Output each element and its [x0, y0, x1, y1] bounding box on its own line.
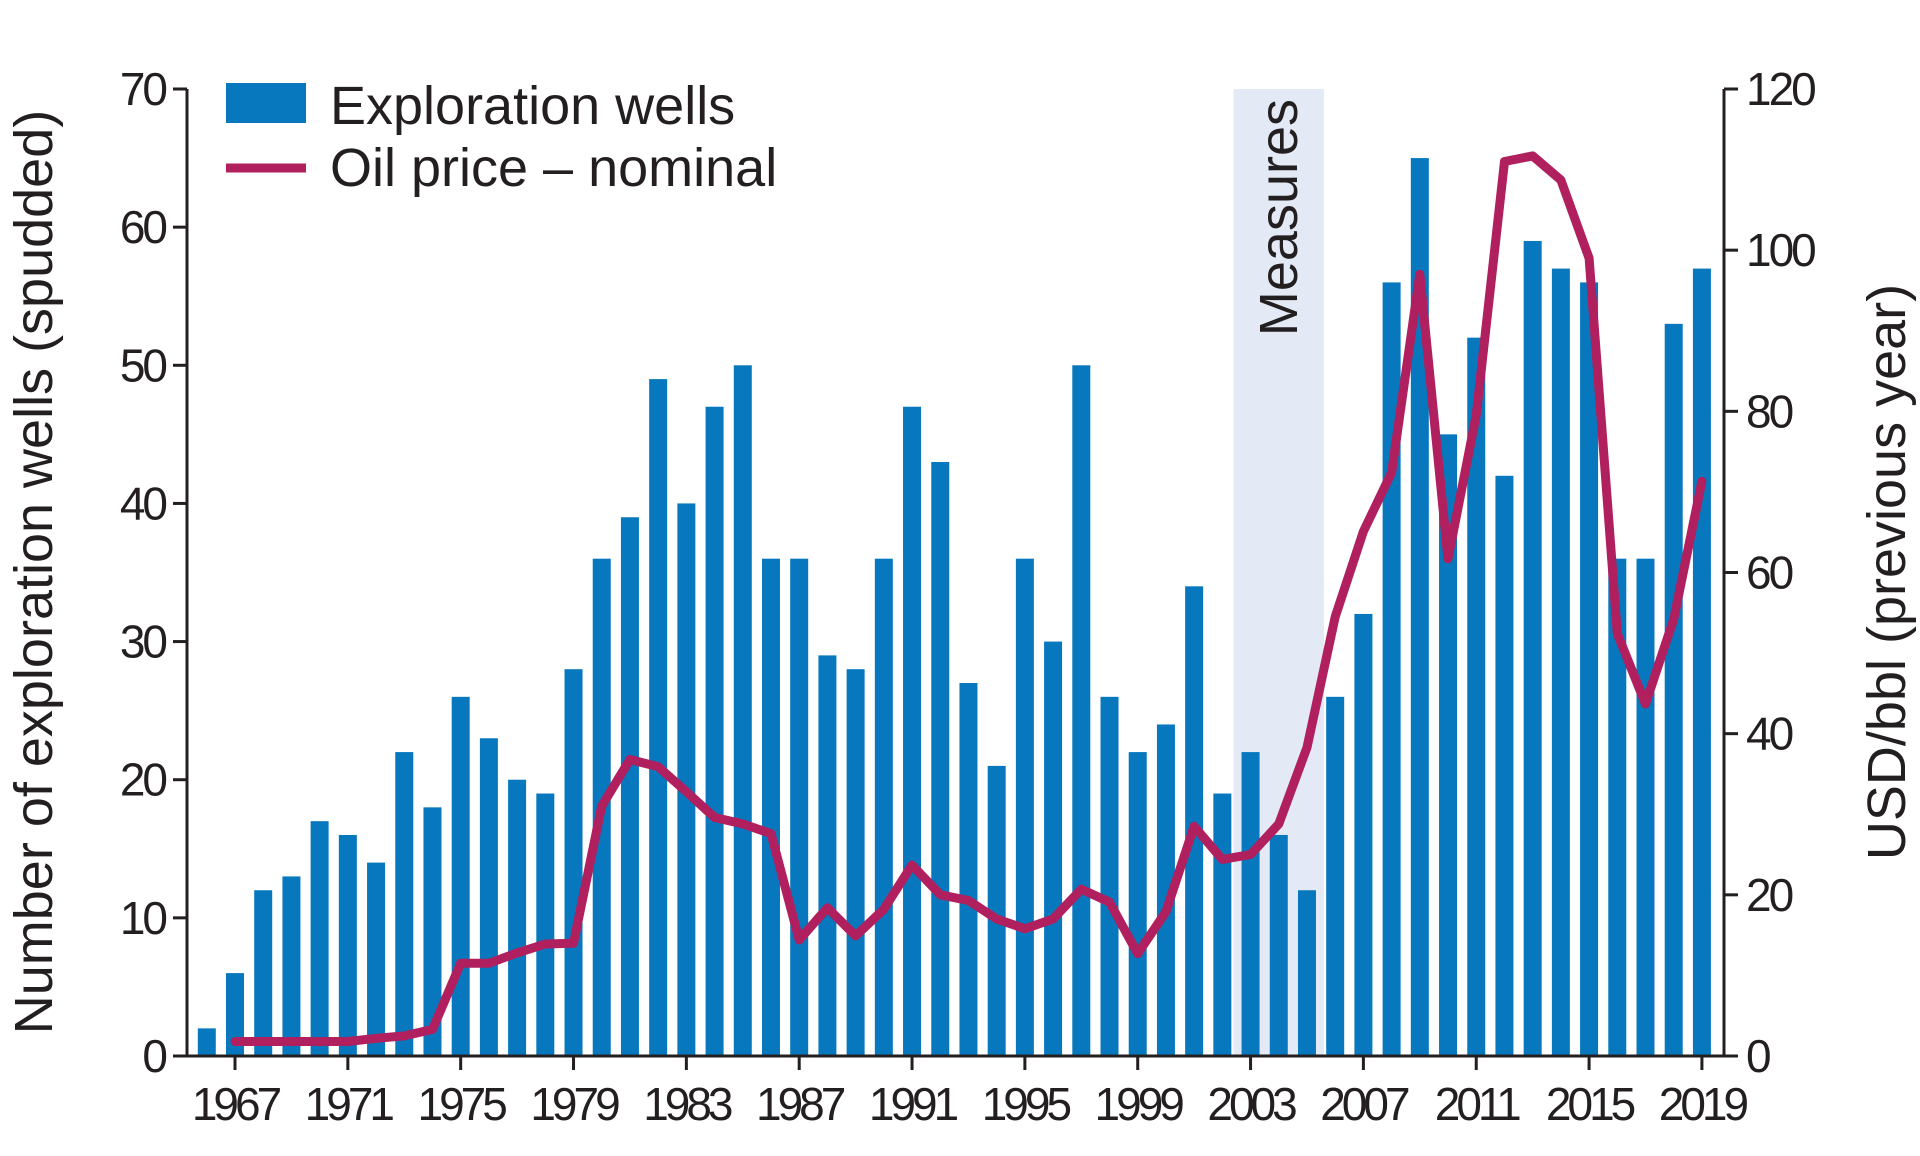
bar-2012	[1495, 475, 1514, 1056]
bar-1976	[479, 738, 498, 1056]
bar-1978	[536, 793, 555, 1056]
bar-1970	[310, 821, 329, 1056]
bar-1971	[338, 834, 357, 1056]
bar-1987	[790, 558, 809, 1056]
legend-label-bar: Exploration wells	[330, 76, 735, 136]
bar-2017	[1636, 558, 1655, 1056]
bar-1991	[903, 406, 922, 1056]
y-tick-label: 40	[120, 477, 167, 529]
y2-tick-label: 20	[1746, 869, 1793, 921]
bar-1979	[564, 669, 583, 1056]
bar-2001	[1185, 586, 1204, 1056]
bar-1972	[367, 862, 386, 1056]
bar-2010	[1439, 434, 1458, 1056]
x-tick-label: 1975	[418, 1078, 507, 1130]
x-tick-label: 2003	[1207, 1078, 1296, 1130]
y-tick-label: 60	[120, 201, 167, 253]
x-tick-label: 1979	[530, 1078, 619, 1130]
bar-1995	[1015, 558, 1034, 1056]
bar-1994	[987, 765, 1006, 1056]
x-tick-label: 2011	[1435, 1078, 1520, 1130]
bar-1985	[733, 365, 752, 1056]
y-tick-label: 50	[120, 339, 167, 391]
bar-2013	[1523, 240, 1542, 1056]
bar-2003	[1241, 752, 1260, 1056]
y-tick-label: 70	[120, 63, 167, 115]
measures-label: Measures	[1249, 99, 1309, 336]
y2-tick-label: 100	[1746, 224, 1815, 276]
bar-2004	[1269, 834, 1288, 1056]
y2-axis-label: USD/bbl (previous year)	[1857, 284, 1917, 860]
bar-2006	[1326, 696, 1345, 1056]
bar-2011	[1467, 337, 1486, 1057]
bar-1969	[282, 876, 301, 1056]
bar-1973	[395, 752, 414, 1056]
bar-1983	[677, 503, 696, 1056]
y2-tick-label: 0	[1746, 1030, 1770, 1082]
bar-1998	[1100, 696, 1119, 1056]
bar-1982	[649, 379, 668, 1057]
bar-1977	[508, 779, 527, 1056]
bar-1996	[1044, 641, 1063, 1056]
bar-1968	[254, 890, 273, 1056]
x-tick-label: 1971	[305, 1078, 394, 1130]
bar-2015	[1580, 282, 1599, 1056]
bar-1975	[451, 696, 470, 1056]
bar-1988	[818, 655, 837, 1056]
legend-swatch-bar	[226, 83, 306, 123]
x-tick-label: 2019	[1659, 1078, 1748, 1130]
y-tick-label: 0	[142, 1030, 166, 1082]
oil-price-line	[230, 151, 1707, 1046]
y-tick-label: 20	[120, 754, 167, 806]
y-tick-label: 30	[120, 616, 167, 668]
bar-2016	[1608, 558, 1627, 1056]
y-tick-label: 10	[120, 892, 167, 944]
bar-2002	[1213, 793, 1232, 1056]
y2-tick-label: 80	[1746, 385, 1793, 437]
bar-1966	[197, 1028, 216, 1056]
x-tick-label: 1983	[643, 1078, 732, 1130]
bar-2018	[1664, 323, 1683, 1056]
y2-tick-label: 40	[1746, 708, 1793, 760]
bar-series	[197, 158, 1711, 1057]
x-tick-label: 1999	[1095, 1078, 1184, 1130]
y-axis-label: Number of exploration wells (spudded)	[4, 110, 64, 1034]
bar-1992	[931, 461, 950, 1056]
x-tick-label: 2007	[1320, 1078, 1409, 1130]
bar-1997	[1072, 365, 1091, 1056]
axes: 0 10 20 30 40 50 60 70 0 20 40 60 80 100 120 1967 1971 19…	[120, 63, 1818, 1130]
x-tick-label: 1995	[982, 1078, 1071, 1130]
bar-1986	[761, 558, 780, 1056]
bar-2014	[1551, 268, 1570, 1057]
legend-label-line: Oil price – nominal	[330, 138, 777, 198]
bar-2019	[1692, 268, 1711, 1057]
bar-2005	[1297, 890, 1316, 1056]
bar-1990	[874, 558, 893, 1056]
bar-1989	[846, 669, 865, 1056]
y2-tick-label: 60	[1746, 547, 1793, 599]
bar-2009	[1410, 158, 1429, 1057]
x-tick-label: 1991	[869, 1078, 958, 1130]
x-tick-label: 1967	[192, 1078, 281, 1130]
bar-1967	[226, 973, 244, 1056]
x-tick-label: 1987	[756, 1078, 845, 1130]
bar-1974	[423, 807, 442, 1056]
x-tick-label: 2015	[1546, 1078, 1635, 1130]
bar-1993	[959, 683, 978, 1056]
bar-2007	[1354, 613, 1373, 1056]
bar-1984	[705, 406, 724, 1056]
bar-2000	[1156, 724, 1175, 1056]
bar-1999	[1128, 752, 1147, 1056]
y2-tick-label: 120	[1746, 63, 1815, 115]
bar-1981	[620, 517, 639, 1056]
